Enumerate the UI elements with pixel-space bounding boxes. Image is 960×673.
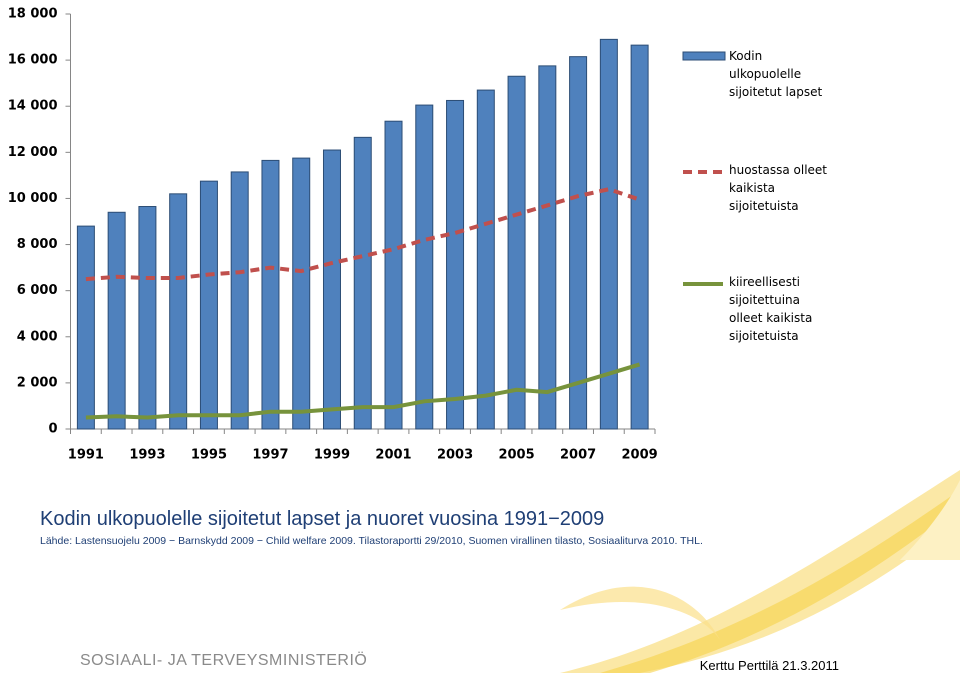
x-tick-label: 2009 [622,448,658,463]
x-tick-label: 2003 [437,448,473,463]
bar [169,193,188,430]
organization: SOSIAALI- JA TERVEYSMINISTERIÖ [80,652,368,669]
x-tick-label: 2007 [560,448,596,463]
x-tick-label: 2005 [498,448,534,463]
bar [261,159,280,430]
bar [107,211,126,430]
bar [353,136,372,430]
author: Kerttu Perttilä 21.3.2011 [699,658,839,673]
y-tick-label: 10 000 [8,191,58,206]
slide-title: Kodin ulkopuolelle sijoitetut lapset ja … [40,508,605,530]
bar [538,65,557,430]
y-tick-label: 2 000 [17,375,58,390]
line-series [85,187,641,282]
x-tick-label: 1997 [252,448,288,463]
bar [569,56,588,430]
source: Lähde: Lastensuojelu 2009 − Barnskydd 20… [40,535,703,547]
bar [476,89,495,430]
bar [415,104,434,430]
x-tick-label: 1999 [314,448,350,463]
legend-swatch [682,51,726,61]
y-tick-label: 6 000 [17,283,58,298]
x-tick-label: 2001 [375,448,411,463]
bar [292,157,311,430]
x-tick-label: 1995 [191,448,227,463]
legend-entry: Kodin ulkopuolelle sijoitetut lapset [729,49,823,99]
bar [76,225,95,430]
bar [138,206,157,430]
y-tick-label: 12 000 [8,145,58,160]
y-tick-label: 8 000 [17,237,58,252]
bar [322,149,341,430]
line-series [85,362,641,420]
bar [599,38,618,430]
legend-entry: huostassa olleet kaikista sijoitetuista [729,163,828,213]
x-tick-label: 1993 [129,448,165,463]
decoration [900,480,960,560]
decoration [560,586,720,640]
bar [199,180,218,430]
bar [230,171,249,430]
y-tick-label: 16 000 [8,53,58,68]
y-tick-label: 4 000 [17,329,58,344]
y-tick-label: 0 [48,422,57,437]
y-tick-label: 14 000 [8,99,58,114]
bar [507,75,526,430]
bar [630,44,649,430]
y-tick-label: 18 000 [8,7,58,22]
x-tick-label: 1991 [68,448,104,463]
bar [384,120,403,430]
legend-entry: kiireellisesti sijoitettuina olleet kaik… [729,275,813,343]
decoration [560,470,960,673]
bar [446,99,465,430]
